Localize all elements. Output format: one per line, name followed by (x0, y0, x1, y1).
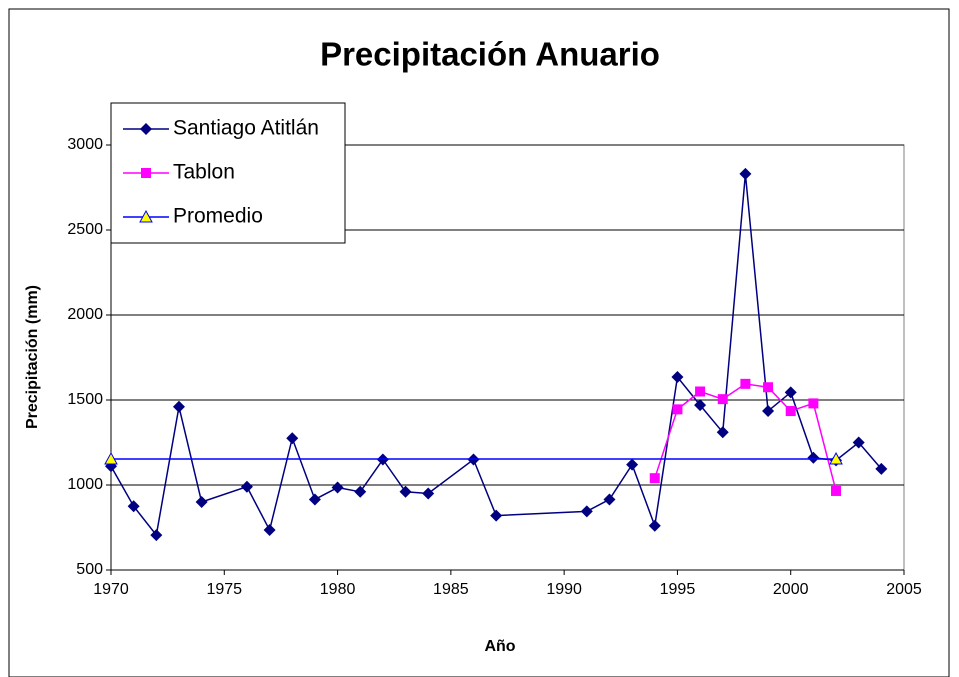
data-point (150, 529, 163, 542)
data-point (172, 400, 185, 413)
data-point (626, 458, 639, 471)
data-point (852, 436, 865, 449)
legend-label: Tablon (173, 161, 235, 184)
data-point (740, 378, 751, 389)
data-point (331, 481, 344, 494)
data-point (603, 493, 616, 506)
data-point (739, 167, 752, 180)
series-line (110, 173, 882, 537)
data-point (875, 462, 888, 475)
legend-label: Santiago Atitlán (173, 117, 319, 140)
data-point (240, 480, 253, 493)
y-tick-label: 2500 (67, 221, 103, 238)
data-point (784, 386, 797, 399)
data-point (694, 399, 707, 412)
data-point (831, 485, 842, 496)
data-point (308, 493, 321, 506)
data-point (807, 451, 820, 464)
data-point (354, 485, 367, 498)
data-point (829, 451, 843, 465)
data-point (717, 394, 728, 405)
x-tick-label: 1970 (93, 581, 129, 598)
data-point (286, 432, 299, 445)
legend-marker (140, 123, 152, 135)
data-point (195, 496, 208, 508)
y-tick-label: 2000 (67, 306, 103, 323)
x-tick-label: 1995 (660, 581, 696, 598)
y-tick-label: 500 (76, 561, 103, 578)
data-point (671, 371, 684, 384)
data-point (716, 426, 729, 439)
x-tick-label: 1980 (320, 581, 356, 598)
data-point (695, 386, 706, 397)
y-axis-label: Precipitación (mm) (24, 285, 41, 429)
data-point (808, 398, 819, 409)
chart-title: Precipitación Anuario (320, 36, 660, 73)
data-point (763, 382, 774, 393)
y-tick-label: 1000 (67, 476, 103, 493)
data-point (104, 451, 118, 465)
x-axis-label: Año (484, 638, 515, 655)
x-tick-label: 1990 (546, 581, 582, 598)
legend-marker (139, 209, 153, 223)
data-point (399, 485, 412, 498)
x-tick-label: 1975 (206, 581, 242, 598)
legend-label: Promedio (173, 205, 263, 228)
y-tick-label: 1500 (67, 391, 103, 408)
data-point (672, 404, 683, 415)
data-point (490, 509, 503, 522)
y-tick-label: 3000 (67, 136, 103, 153)
x-tick-label: 2000 (773, 581, 809, 598)
data-point (127, 500, 140, 513)
data-point (648, 519, 661, 532)
data-point (422, 487, 435, 500)
data-point (785, 406, 796, 417)
data-point (762, 405, 775, 418)
legend-marker (141, 168, 151, 178)
x-tick-label: 2005 (886, 581, 922, 598)
data-point (580, 505, 593, 518)
data-point (649, 473, 660, 484)
x-tick-label: 1985 (433, 581, 469, 598)
data-point (263, 524, 276, 537)
